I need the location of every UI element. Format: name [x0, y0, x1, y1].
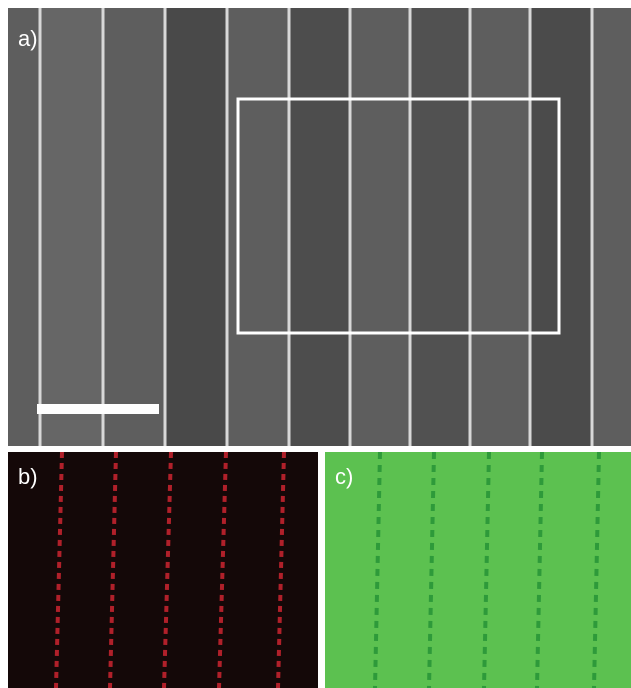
panel-label: a): [18, 26, 38, 51]
green-map-panel: [325, 452, 631, 688]
scale-bar: [37, 404, 159, 414]
red-map-panel: [8, 452, 318, 688]
panel-label: b): [18, 464, 38, 489]
panel-label: c): [335, 464, 353, 489]
figure: a) b) c): [0, 0, 631, 688]
sem-panel: [8, 8, 631, 446]
